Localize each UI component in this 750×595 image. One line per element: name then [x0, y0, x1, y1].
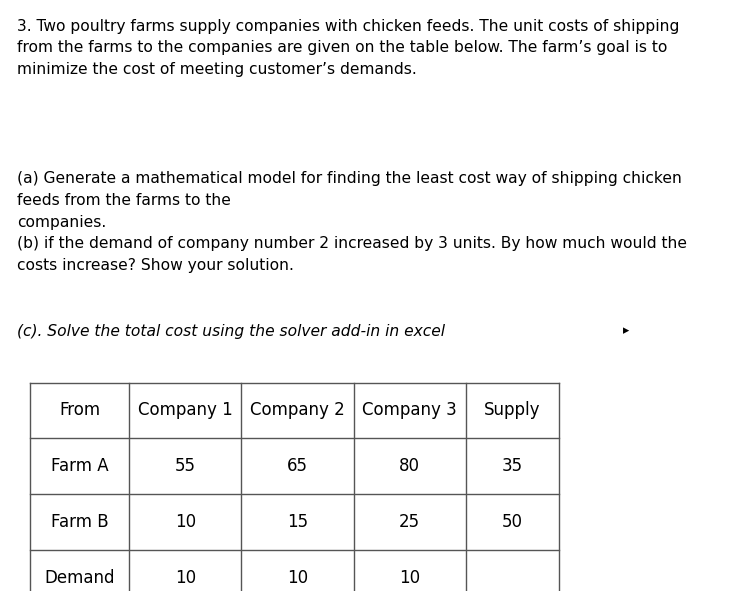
Text: 65: 65	[287, 457, 308, 475]
Text: 80: 80	[399, 457, 420, 475]
Text: 10: 10	[175, 569, 196, 587]
Text: 55: 55	[175, 457, 196, 475]
Text: 15: 15	[287, 513, 308, 531]
Text: Company 3: Company 3	[362, 402, 458, 419]
Text: Farm A: Farm A	[51, 457, 108, 475]
Text: Company 2: Company 2	[251, 402, 345, 419]
Text: ▸: ▸	[623, 324, 629, 337]
Text: Supply: Supply	[484, 402, 541, 419]
Text: From: From	[59, 402, 100, 419]
Text: 10: 10	[399, 569, 420, 587]
Text: (c). Solve the total cost using the solver add-in in excel: (c). Solve the total cost using the solv…	[17, 324, 445, 339]
Text: 50: 50	[502, 513, 523, 531]
Text: Farm B: Farm B	[51, 513, 108, 531]
Text: (a) Generate a mathematical model for finding the least cost way of shipping chi: (a) Generate a mathematical model for fi…	[17, 171, 687, 273]
Text: Company 1: Company 1	[138, 402, 232, 419]
Text: 35: 35	[502, 457, 523, 475]
Text: 3. Two poultry farms supply companies with chicken feeds. The unit costs of ship: 3. Two poultry farms supply companies wi…	[17, 19, 680, 77]
Text: 10: 10	[287, 569, 308, 587]
Text: 10: 10	[175, 513, 196, 531]
Text: 25: 25	[399, 513, 420, 531]
Text: Demand: Demand	[44, 569, 115, 587]
